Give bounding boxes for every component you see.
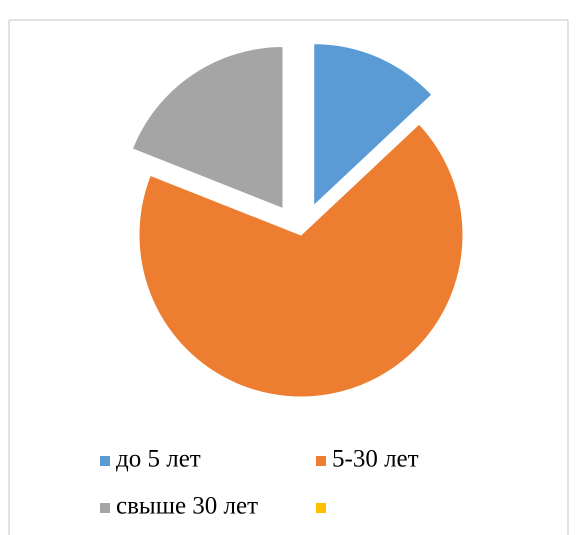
legend-swatch [100,456,110,466]
pie-slice [138,123,464,398]
pie-slice [131,46,284,210]
legend-swatch [100,503,110,513]
legend-swatch [316,456,326,466]
legend-label: 5-30 лет [332,446,419,473]
legend-swatch [316,503,326,513]
pie-slice [313,43,433,207]
legend-label: до 5 лет [116,446,201,473]
legend-label: свыше 30 лет [116,493,258,520]
